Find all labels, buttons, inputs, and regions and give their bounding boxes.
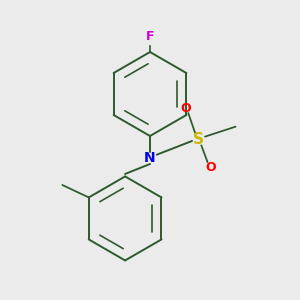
Text: S: S (193, 132, 204, 147)
Text: O: O (205, 160, 216, 174)
Text: F: F (146, 30, 154, 43)
Text: O: O (181, 101, 191, 115)
Text: N: N (144, 151, 156, 165)
